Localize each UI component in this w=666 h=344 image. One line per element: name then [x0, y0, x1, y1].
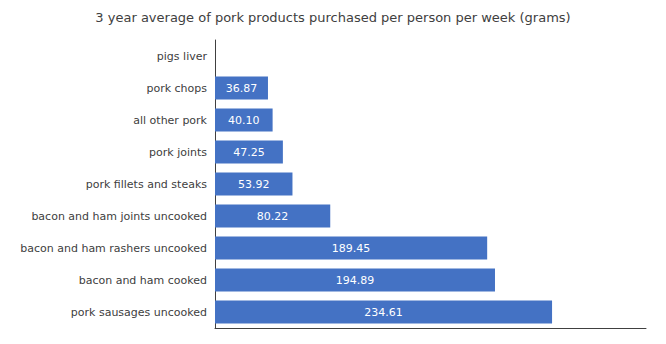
- svg-text:pigs liver: pigs liver: [157, 50, 208, 63]
- svg-text:bacon and ham rashers uncooked: bacon and ham rashers uncooked: [20, 242, 207, 255]
- svg-text:all other pork: all other pork: [133, 114, 207, 127]
- svg-text:40.10: 40.10: [228, 114, 260, 127]
- svg-text:47.25: 47.25: [233, 146, 264, 159]
- svg-text:53.92: 53.92: [238, 178, 269, 191]
- svg-text:194.89: 194.89: [336, 274, 375, 287]
- svg-text:pork chops: pork chops: [146, 82, 207, 95]
- svg-text:bacon and ham cooked: bacon and ham cooked: [79, 274, 207, 287]
- svg-text:80.22: 80.22: [257, 210, 289, 223]
- svg-text:pork fillets and steaks: pork fillets and steaks: [86, 178, 208, 191]
- svg-text:3 year average of pork product: 3 year average of pork products purchase…: [95, 10, 570, 25]
- svg-text:189.45: 189.45: [332, 242, 371, 255]
- svg-text:36.87: 36.87: [226, 82, 257, 95]
- svg-text:bacon and ham joints uncooked: bacon and ham joints uncooked: [31, 210, 207, 223]
- svg-text:pork joints: pork joints: [149, 146, 207, 159]
- svg-text:pork sausages uncooked: pork sausages uncooked: [71, 306, 207, 319]
- svg-text:234.61: 234.61: [364, 306, 403, 319]
